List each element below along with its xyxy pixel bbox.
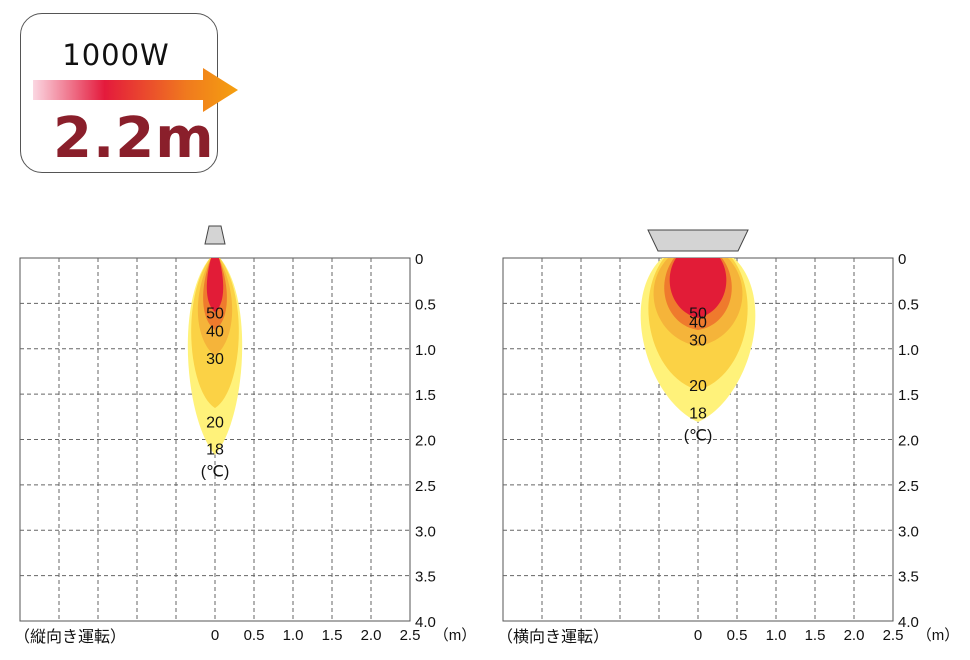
vertical-mode-caption: （縦向き運転） [14,627,126,646]
y-tick-label: 1.5 [898,387,919,404]
x-tick-label: 1.0 [766,627,787,644]
y-tick-label: 0 [898,251,906,268]
x-tick-label: 2.0 [361,627,382,644]
isotherm-label-40: 40 [206,324,224,341]
y-tick-label: 1.0 [898,342,919,359]
x-tick-label: 1.0 [283,627,304,644]
output-badge: 1000W 2.2m [20,13,238,173]
y-tick-label: 0.5 [898,296,919,313]
y-tick-label: 3.5 [415,569,436,586]
x-unit-label: （m） [917,627,960,644]
isotherm-label-30: 30 [206,351,224,368]
y-tick-label: 3.0 [898,523,919,540]
reach-arrow-icon [33,68,238,112]
horizontal-mode-caption: （横向き運転） [497,627,609,646]
y-tick-label: 4.0 [898,614,919,631]
y-tick-label: 2.5 [415,478,436,495]
x-tick-label: 0 [211,627,219,644]
x-tick-label: 0 [694,627,702,644]
heater-horizontal-icon [647,229,749,252]
x-tick-label: 2.0 [844,627,865,644]
isotherm-label-20: 20 [206,414,224,431]
isotherm-label-50: 50 [689,305,707,322]
isotherm-label-40: 40 [689,315,707,332]
x-tick-label: 0.5 [727,627,748,644]
y-tick-label: 2.0 [898,433,919,450]
isotherm-label-30: 30 [689,333,707,350]
x-tick-label: 2.5 [400,627,421,644]
x-tick-label: 1.5 [805,627,826,644]
unit-label-celsius: (℃) [684,427,713,444]
y-tick-label: 4.0 [415,614,436,631]
heater-vertical-icon [204,225,226,245]
reach-distance-value: 2.2m [53,106,215,171]
wattage-label: 1000W [62,38,170,72]
isotherm-label-18: 18 [206,442,224,459]
x-tick-label: 0.5 [244,627,265,644]
y-tick-label: 1.0 [415,342,436,359]
isotherm-label-50: 50 [206,305,224,322]
y-tick-label: 3.0 [415,523,436,540]
vertical-zone-50 [206,258,224,312]
y-tick-label: 0.5 [415,296,436,313]
isotherm-label-18: 18 [689,405,707,422]
y-tick-label: 2.5 [898,478,919,495]
x-unit-label: （m） [434,627,477,644]
y-tick-label: 1.5 [415,387,436,404]
x-tick-label: 2.5 [883,627,904,644]
x-tick-label: 1.5 [322,627,343,644]
unit-label-celsius: (℃) [201,464,230,481]
y-tick-label: 2.0 [415,433,436,450]
y-tick-label: 3.5 [898,569,919,586]
y-tick-label: 0 [415,251,423,268]
horizontal-zone-50 [669,258,727,318]
isotherm-label-20: 20 [689,378,707,395]
